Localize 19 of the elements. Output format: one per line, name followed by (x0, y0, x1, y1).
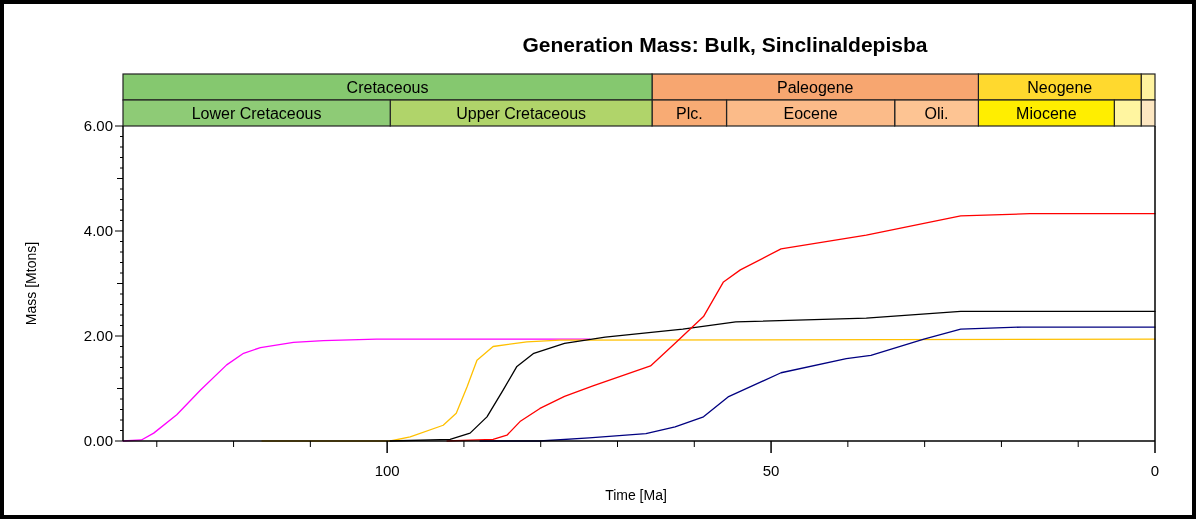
data-label: Plc. (675, 105, 703, 122)
y-tick-label: 6.00 (83, 117, 113, 134)
data-label: Eocene (783, 105, 838, 122)
y-axis-title: Mass [Mtons] (23, 241, 39, 326)
data-label: Upper Cretaceous (456, 105, 587, 122)
data-label: Oli. (924, 105, 949, 122)
x-tick-label: 0 (1150, 462, 1160, 479)
chart-title: Generation Mass: Bulk, Sinclinaldepisba (522, 33, 928, 56)
y-tick-label: 2.00 (83, 327, 113, 344)
x-tick-label: 50 (762, 462, 780, 479)
data-label: Paleogene (776, 79, 854, 96)
data-label: Neogene (1027, 79, 1093, 96)
x-axis-title: Time [Ma] (605, 487, 667, 503)
x-tick-label: 100 (374, 462, 400, 479)
y-tick-label: 0.00 (83, 432, 113, 449)
y-tick-label: 4.00 (83, 222, 113, 239)
data-label: Lower Cretaceous (191, 105, 322, 122)
data-label: Cretaceous (346, 79, 429, 96)
data-label: Miocene (1016, 105, 1077, 122)
